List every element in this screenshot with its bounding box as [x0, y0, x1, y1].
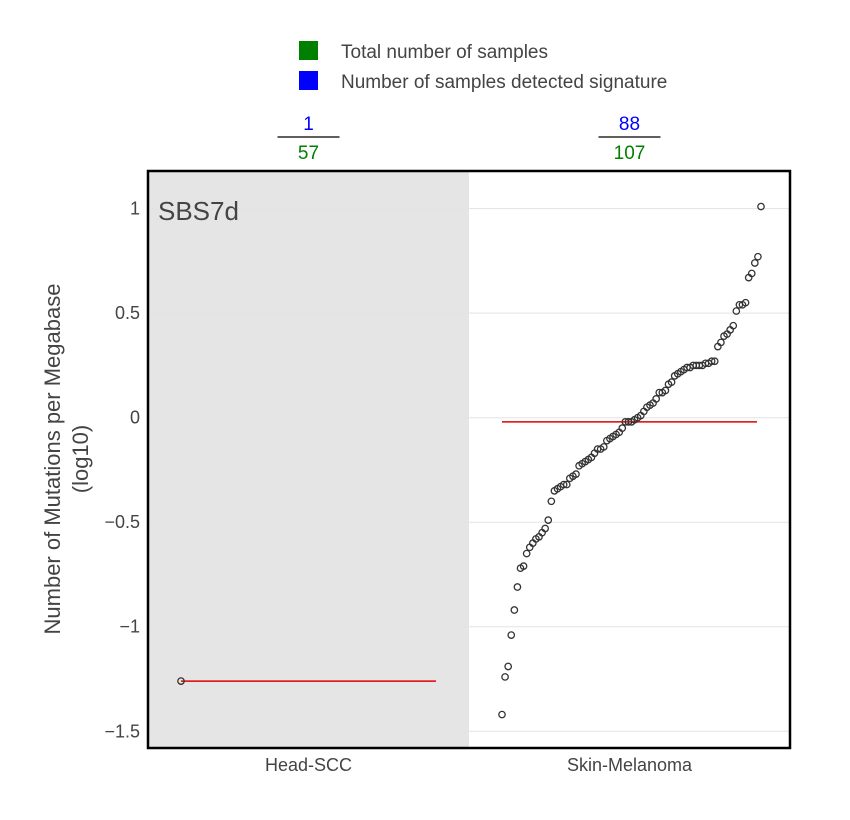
data-point [661, 386, 670, 395]
data-point [510, 606, 519, 614]
y-tick-label: −1 [119, 617, 140, 637]
legend-label-total: Total number of samples [341, 42, 548, 63]
x-tick-label: Skin-Melanoma [567, 755, 693, 775]
data-point [710, 357, 719, 366]
plot-area: SBS7d [146, 169, 792, 750]
data-point [599, 443, 608, 451]
y-tick-label: 0.5 [115, 303, 140, 323]
data-point [754, 252, 762, 261]
data-point [747, 269, 756, 278]
legend-label-detected: Number of samples detected signature [341, 72, 667, 93]
y-axis-ticks: 1 0.5 0 −0.5 −1 −1.5 [104, 199, 140, 742]
median-lines [181, 421, 757, 682]
data-point [750, 259, 759, 267]
data-point [667, 378, 676, 386]
grid-lines [148, 208, 790, 732]
y-tick-label: −1.5 [104, 721, 140, 741]
data-point [732, 307, 741, 315]
legend-swatch-total [299, 41, 318, 60]
data-point [547, 497, 556, 506]
y-tick-label: 1 [130, 199, 140, 219]
legend: Total number of samples Number of sample… [299, 41, 667, 93]
data-point [541, 524, 550, 533]
data-point [507, 631, 516, 639]
data-point [513, 583, 522, 591]
y-tick-label: 0 [130, 408, 140, 428]
data-point [652, 395, 661, 403]
y-tick-label: −0.5 [104, 512, 140, 532]
data-point [519, 562, 528, 570]
y-axis-label-line-1: Number of Mutations per Megabase [40, 284, 65, 635]
legend-swatch-detected [299, 71, 318, 90]
detected-count: 88 [619, 114, 640, 135]
head-scc-shaded-band [148, 171, 469, 748]
y-axis-label-line-2: (log10) [68, 425, 93, 493]
data-point [498, 710, 506, 719]
signature-label: SBS7d [158, 196, 239, 226]
data-point [717, 338, 725, 347]
data-point [504, 662, 513, 671]
total-count: 107 [614, 143, 646, 164]
x-axis-labels: Head-SCC Skin-Melanoma [265, 755, 693, 775]
data-points [177, 202, 765, 719]
x-tick-label: Head-SCC [265, 755, 352, 775]
data-point [741, 298, 750, 307]
data-point [757, 202, 765, 211]
data-point [544, 516, 553, 524]
data-point [562, 480, 571, 489]
data-point [729, 321, 738, 330]
data-point [618, 424, 627, 432]
y-axis-label: Number of Mutations per Megabase (log10) [40, 284, 93, 635]
data-point [572, 470, 580, 478]
data-point [501, 673, 509, 681]
data-point [559, 480, 568, 489]
data-point [177, 677, 185, 685]
total-count: 57 [298, 143, 319, 164]
sample-count-fractions: 1 57 88 107 [277, 114, 661, 164]
data-point [522, 549, 531, 558]
plot-frame [146, 169, 792, 750]
data-point [707, 357, 716, 366]
detected-count: 1 [303, 114, 314, 135]
